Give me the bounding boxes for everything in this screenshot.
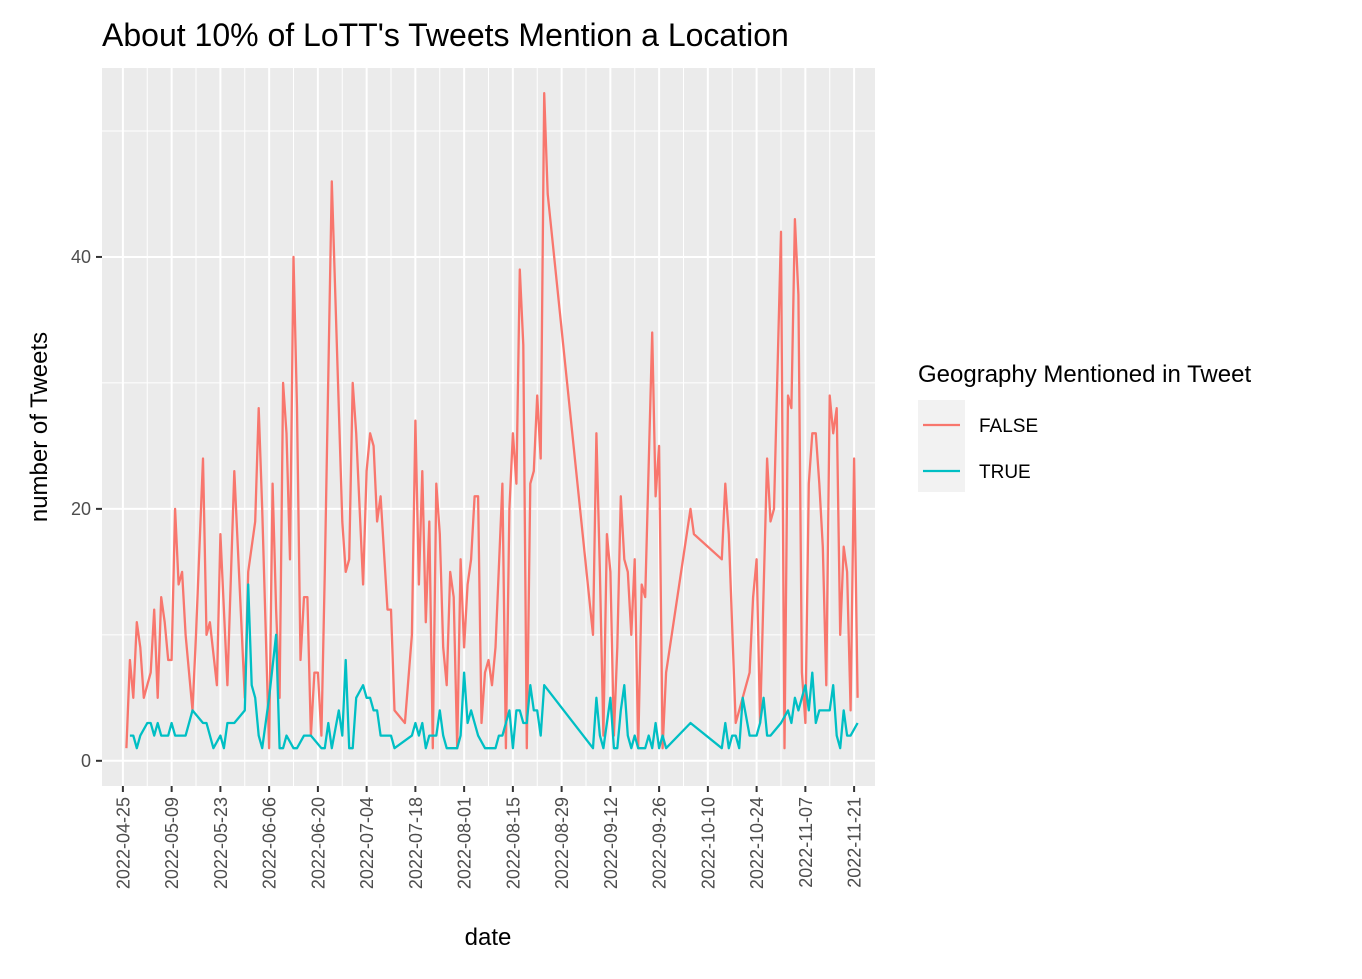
x-tick-label: 2022-11-21	[845, 797, 865, 888]
series-line-true	[129, 583, 859, 750]
series-line-false	[125, 92, 859, 750]
x-axis: 2022-04-25 2022-05-09 2022-05-23 2022-06-06…	[113, 786, 865, 889]
x-tick-label: 2022-08-15	[503, 797, 523, 889]
y-axis: 0 20 40	[71, 247, 102, 771]
x-axis-title: date	[465, 924, 512, 951]
x-tick-label: 2022-07-04	[357, 797, 377, 889]
legend-title: Geography Mentioned in Tweet	[918, 361, 1251, 388]
x-tick-label: 2022-05-09	[162, 797, 182, 889]
x-tick-label: 2022-06-06	[260, 797, 280, 889]
chart-title: About 10% of LoTT's Tweets Mention a Loc…	[102, 17, 789, 53]
legend-label-false: FALSE	[979, 416, 1038, 437]
x-tick-label: 2022-11-07	[796, 797, 816, 888]
x-tick-label: 2022-04-25	[113, 797, 133, 889]
y-tick-label: 40	[71, 247, 91, 267]
x-tick-label: 2022-10-24	[747, 797, 767, 889]
x-tick-label: 2022-08-29	[552, 797, 572, 889]
x-tick-label: 2022-05-23	[211, 797, 231, 889]
y-tick-label: 0	[81, 751, 91, 771]
legend-key-background	[918, 400, 965, 492]
legend-label-true: TRUE	[979, 462, 1031, 483]
x-tick-label: 2022-07-18	[406, 797, 426, 889]
y-tick-label: 20	[71, 499, 91, 519]
legend: Geography Mentioned in Tweet FALSE TRUE	[918, 361, 1251, 492]
x-tick-label: 2022-10-10	[698, 797, 718, 889]
legend-items: FALSE TRUE	[923, 416, 1038, 483]
x-tick-label: 2022-08-01	[455, 797, 475, 889]
x-tick-label: 2022-09-26	[650, 797, 670, 889]
x-tick-label: 2022-09-12	[601, 797, 621, 889]
series-layer	[125, 92, 859, 750]
x-tick-label: 2022-06-20	[308, 797, 328, 889]
y-axis-title: number of Tweets	[26, 332, 53, 522]
